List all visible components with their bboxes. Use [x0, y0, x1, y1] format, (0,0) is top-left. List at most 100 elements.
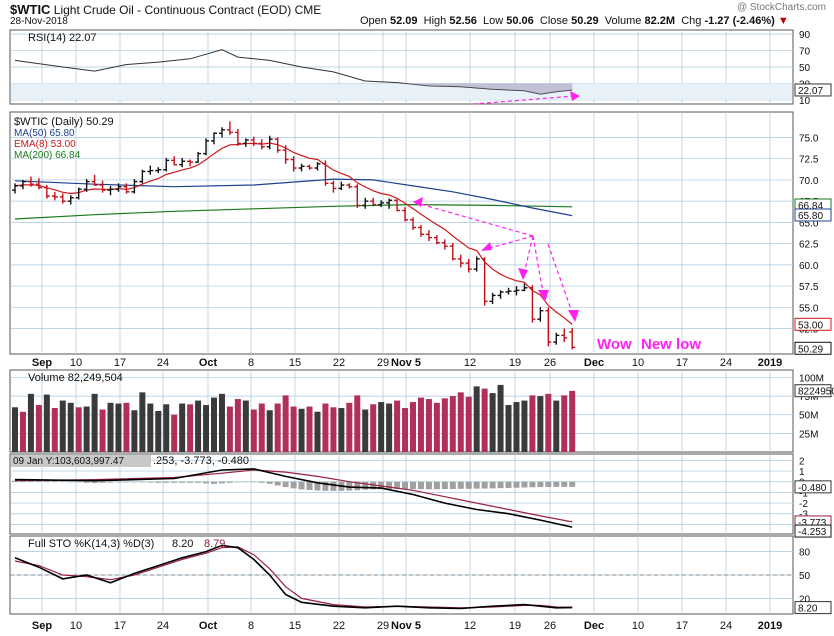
sto-legend-prefix: Full STO %K(14,3) %D(3): [28, 538, 154, 550]
macd-hist-35: [290, 481, 297, 489]
sto-xtick-15: 17: [676, 620, 688, 632]
macd-hist-12: [107, 481, 114, 483]
ma50-last-value: 65.80: [798, 211, 823, 222]
macd-frame: [9, 453, 794, 535]
price-annotation-arrow-4: [547, 243, 575, 319]
volume-bar-64: [521, 400, 528, 452]
macd-hist-last-box: [794, 480, 832, 494]
volume-bar-1: [19, 411, 26, 452]
sto-xtick-6: 15: [289, 620, 301, 632]
price-ytick-2: 70.0: [799, 176, 819, 187]
price-legend-ema8: EMA(8) 53.00: [14, 139, 76, 150]
sto-xtick-5: 8: [248, 620, 254, 632]
volume-bar-38: [314, 411, 321, 452]
price-ytick-4: 65.0: [799, 218, 819, 229]
volume-bar-49: [402, 408, 409, 452]
macd-hist-29: [242, 481, 249, 483]
macd-hist-67: [545, 481, 552, 487]
macd-hist-58: [473, 481, 480, 489]
macd-hist-22: [187, 481, 194, 483]
volume-bar-16: [139, 392, 146, 452]
volume-bar-28: [234, 399, 241, 452]
sto-xtick-7: 22: [333, 620, 345, 632]
open-value: 52.09: [389, 15, 418, 27]
macd-hist-59: [481, 481, 488, 489]
macd-hist-63: [513, 481, 520, 488]
volume-bar-24: [203, 405, 210, 452]
volume-bar-17: [147, 403, 154, 452]
macd-hist-38: [314, 481, 321, 491]
volume-bar-56: [457, 392, 464, 452]
volume-bar-43: [354, 395, 361, 452]
volume-bar-30: [250, 409, 257, 452]
volume-bar-65: [529, 395, 536, 452]
price-xtick-9: Nov 5: [391, 357, 421, 369]
macd-ytick-4: -2: [799, 499, 808, 510]
high-value: 52.56: [449, 15, 477, 27]
volume-bar-31: [258, 403, 265, 452]
macd-hist-7: [67, 481, 74, 483]
macd-hist-70: [569, 481, 576, 487]
close-value: 50.29: [571, 15, 599, 27]
macd-hist-64: [521, 481, 528, 488]
macd-hist-10: [91, 481, 98, 484]
volume-bar-66: [537, 396, 544, 452]
volume-bar-10: [91, 393, 98, 452]
sto-xtick-16: 24: [720, 620, 732, 632]
open-label: Open: [360, 15, 387, 27]
price-ytick-6: 60.0: [799, 261, 819, 272]
macd-hist-49: [402, 481, 409, 489]
instrument-name: Light Crude Oil - Continuous Contract (E…: [53, 3, 292, 17]
volume-bar-63: [513, 402, 520, 452]
volume-bar-46: [378, 402, 385, 452]
volume-bar-51: [417, 397, 424, 452]
rsi-ytick-4: 10: [799, 96, 811, 107]
volume-bar-11: [99, 409, 106, 452]
macd-signal-last: -3.773: [798, 518, 827, 529]
volume-bar-47: [386, 403, 393, 452]
rsi-annotation-arrow: [472, 95, 576, 105]
macd-hist-33: [274, 481, 281, 486]
volume-bar-3: [35, 405, 42, 452]
macd-hist-43: [354, 481, 361, 491]
macd-hist-61: [497, 481, 504, 489]
exchange: CME: [294, 3, 322, 17]
volume-bar-33: [274, 403, 281, 452]
volume-bar-2: [27, 393, 34, 452]
macd-ytick-0: 2: [799, 456, 805, 467]
price-legend-symbol: $WTIC (Daily) 50.29: [14, 116, 114, 128]
sto-xtick-14: 10: [632, 620, 644, 632]
down-arrow-icon: ▼: [777, 15, 789, 27]
macd-hist-1: [19, 480, 26, 482]
macd-hist-13: [115, 481, 122, 483]
ema8-line: [14, 142, 573, 325]
macd-hist-31: [258, 481, 265, 483]
macd-hist-53: [433, 481, 440, 490]
volume-bar-45: [370, 404, 377, 452]
volume-bar-52: [425, 399, 432, 452]
price-arrow-head-3: [538, 290, 549, 302]
sto-xtick-12: 26: [544, 620, 556, 632]
change-label: Chg: [681, 15, 702, 27]
close-last-value-box: [794, 341, 832, 355]
macd-hist-34: [282, 481, 289, 488]
sto-legend-d: 8.79: [204, 538, 225, 550]
volume-bar-32: [266, 410, 273, 452]
volume-bar-5: [51, 408, 58, 452]
sto-last-value-box: [794, 601, 832, 615]
sto-xtick-10: 12: [464, 620, 476, 632]
price-frame: [9, 111, 794, 355]
macd-hist-19: [163, 481, 170, 483]
macd-hist-68: [553, 481, 560, 487]
macd-hist-4: [43, 480, 50, 482]
price-arrow-head-4: [568, 310, 579, 322]
volume-last-value: 82249504: [798, 387, 834, 398]
volume-label: Volume: [604, 15, 642, 27]
rsi-legend: RSI(14) 22.07: [28, 32, 96, 44]
low-label: Low: [482, 15, 504, 27]
price-xtick-6: 15: [289, 357, 301, 369]
price-annotation-arrow-3: [532, 235, 545, 299]
price-xtick-12: 26: [544, 357, 556, 369]
volume-bar-67: [545, 393, 552, 452]
volume-ytick-1: 75M: [799, 392, 818, 403]
